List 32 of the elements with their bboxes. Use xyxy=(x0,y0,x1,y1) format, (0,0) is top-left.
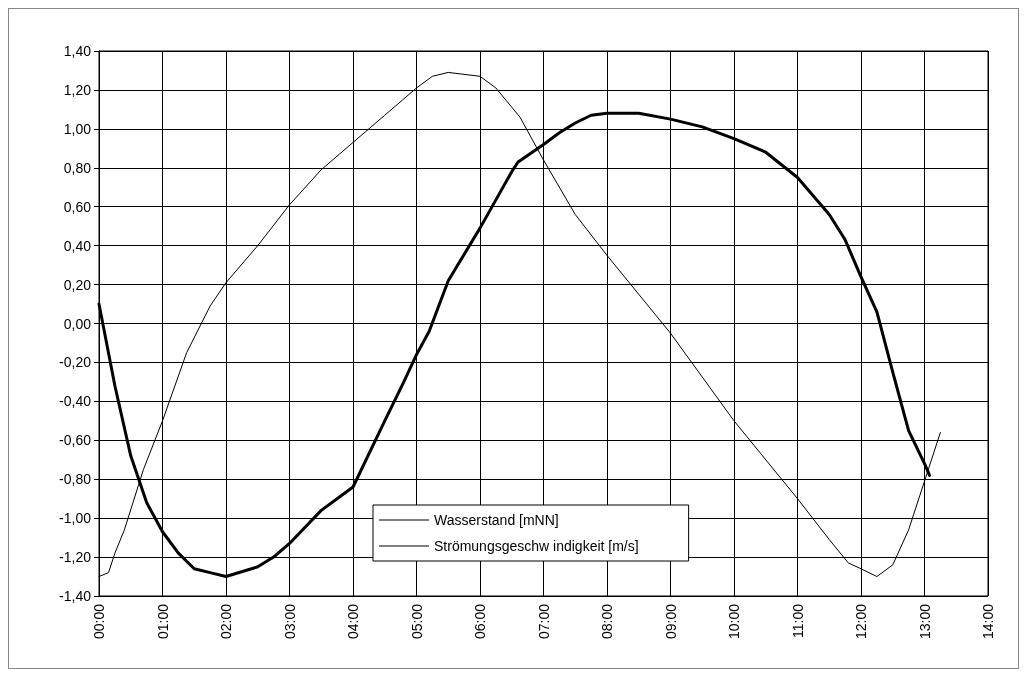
x-tick-label: 14:00 xyxy=(980,603,996,640)
x-tick-label: 00:00 xyxy=(91,603,107,640)
legend-label: Strömungsgeschw indigkeit [m/s] xyxy=(434,538,639,554)
y-tick-label: -0,40 xyxy=(59,393,92,410)
legend-label: Wasserstand [mNN] xyxy=(434,512,559,528)
y-tick-label: 0,40 xyxy=(63,237,92,254)
x-tick-label: 06:00 xyxy=(472,603,488,640)
y-tick-label: 1,00 xyxy=(63,120,92,137)
x-tick-label: 07:00 xyxy=(535,603,552,640)
y-tick-label: -0,20 xyxy=(59,354,92,371)
y-tick-label: -1,00 xyxy=(59,510,92,527)
y-tick-label: -0,60 xyxy=(59,432,92,449)
y-tick-label: -1,40 xyxy=(59,588,92,604)
y-tick-label: 1,20 xyxy=(63,81,92,98)
x-tick-label: 13:00 xyxy=(916,603,933,640)
y-tick-label: -0,80 xyxy=(59,471,92,488)
y-tick-label: -1,20 xyxy=(59,549,92,566)
y-tick-label: 1,40 xyxy=(63,43,92,59)
x-tick-label: 09:00 xyxy=(662,603,679,640)
y-tick-label: 0,00 xyxy=(63,315,92,332)
x-tick-label: 04:00 xyxy=(345,603,361,640)
x-tick-label: 02:00 xyxy=(218,603,234,640)
x-tick-label: 01:00 xyxy=(154,603,171,640)
x-tick-label: 12:00 xyxy=(853,603,869,640)
y-tick-label: 0,80 xyxy=(63,159,92,176)
x-tick-label: 03:00 xyxy=(281,603,298,640)
y-tick-label: 0,60 xyxy=(63,198,92,215)
x-tick-label: 10:00 xyxy=(726,603,742,640)
x-tick-label: 05:00 xyxy=(408,603,425,640)
x-tick-label: 11:00 xyxy=(789,603,806,638)
y-tick-label: 0,20 xyxy=(63,276,92,293)
x-tick-label: 08:00 xyxy=(599,603,615,640)
